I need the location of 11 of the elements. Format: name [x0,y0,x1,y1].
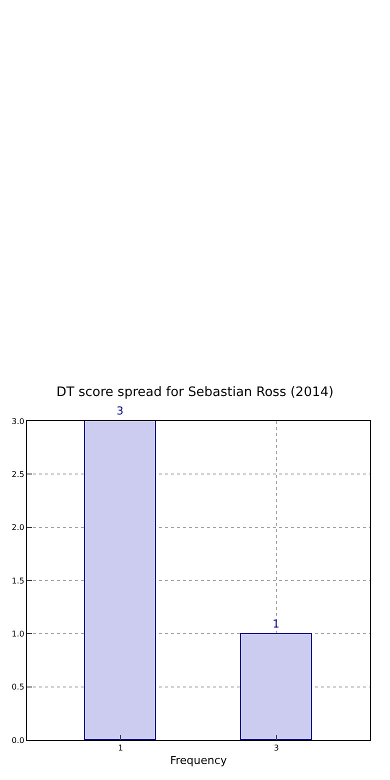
y-tick-label: 1.0 [12,629,24,638]
x-axis-title: Frequency [170,754,228,767]
y-tick-label: 0.5 [12,682,24,692]
y-tick-label: 2.5 [12,470,24,479]
data-label: 1 [272,618,280,630]
chart-title: DT score spread for Sebastian Ross (2014) [56,385,334,400]
y-tick-label: 0.0 [12,736,24,745]
y-tick-label: 3.0 [12,416,24,426]
y-tick-label: 1.5 [12,576,24,586]
y-tick-label: 2.0 [12,523,24,532]
data-label: 3 [116,404,124,418]
